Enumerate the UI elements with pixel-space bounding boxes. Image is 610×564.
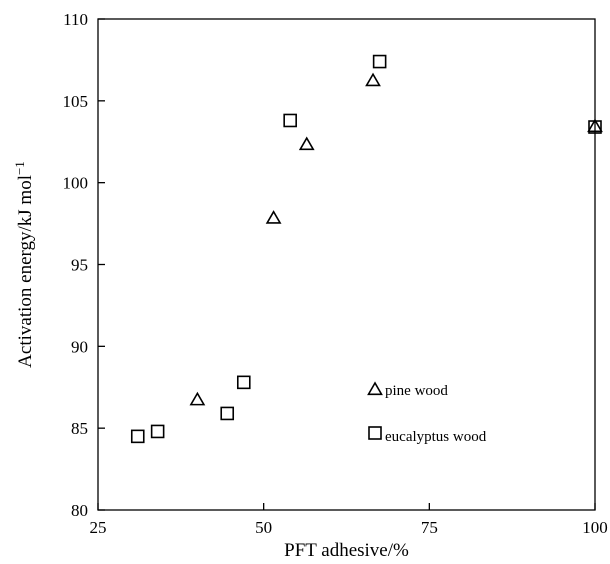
legend-label: eucalyptus wood: [385, 429, 487, 445]
y-tick-label: 105: [63, 92, 89, 111]
pine-wood-point: [365, 72, 381, 87]
x-axis-label: PFT adhesive/%: [284, 540, 409, 561]
y-tick-label: 100: [63, 174, 89, 193]
x-tick-label: 100: [582, 518, 608, 537]
eucalyptus-wood-point: [283, 113, 297, 128]
pine-wood-point: [265, 210, 282, 224]
eucalyptus-wood-point: [130, 429, 145, 444]
eucalyptus-wood-point: [236, 375, 251, 390]
eucalyptus-wood-point: [588, 120, 602, 134]
x-tick-label: 50: [255, 518, 272, 537]
legend-label: pine wood: [385, 383, 448, 399]
y-tick-label: 95: [71, 256, 88, 275]
eucalyptus-wood-point: [372, 54, 387, 69]
x-tick-label: 25: [90, 518, 107, 537]
pine-wood-point: [298, 136, 315, 151]
y-tick-label: 85: [71, 419, 88, 438]
legend-triangle-marker: [367, 381, 383, 396]
pine-wood-point: [189, 391, 206, 406]
eucalyptus-wood-point: [220, 406, 235, 421]
y-axis-label-main: Activation energy/kJ mol: [15, 175, 36, 368]
legend-square-marker: [368, 426, 382, 440]
eucalyptus-wood-point: [150, 424, 165, 439]
pine-wood-point: [587, 118, 603, 133]
y-tick-label: 110: [63, 10, 88, 29]
data-points: [130, 54, 603, 444]
y-axis-label-superscript: −1: [12, 161, 27, 175]
legend: pine wood eucalyptus wood: [367, 381, 487, 445]
y-tick-label: 90: [71, 337, 88, 356]
plot-frame: [97, 18, 596, 511]
axis-ticks: 25 50 75 100 80 85 90 95 100 105 110: [63, 10, 608, 537]
y-axis-label: Activation energy/kJ mol−1: [12, 161, 36, 368]
x-tick-label: 75: [421, 518, 438, 537]
y-tick-label: 80: [71, 501, 88, 520]
